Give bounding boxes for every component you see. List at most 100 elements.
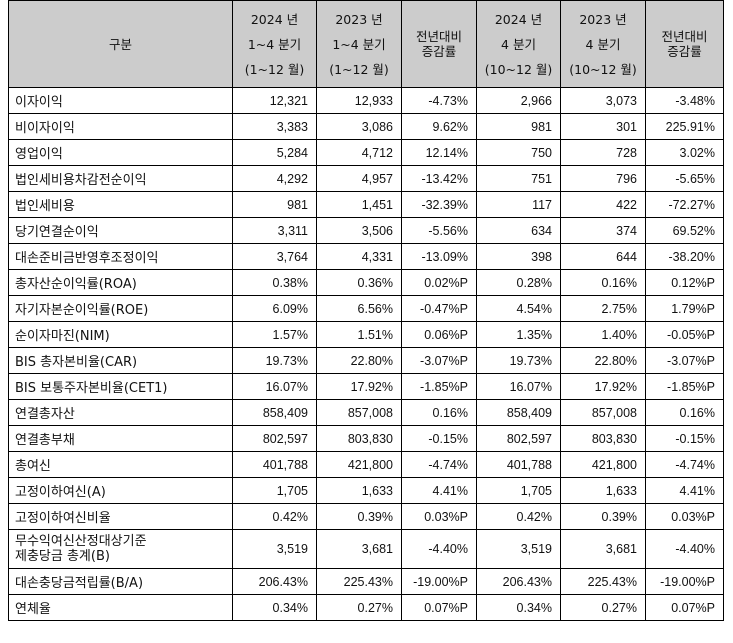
row-value: 0.02%P xyxy=(401,269,477,296)
row-value: 2.75% xyxy=(560,295,646,322)
row-value: 1.51% xyxy=(316,321,402,348)
row-value: 4,331 xyxy=(316,243,402,270)
row-value: 6.09% xyxy=(232,295,317,322)
row-label: 연결총부채 xyxy=(8,425,233,452)
table-row: 순이자마진(NIM) 1.57% 1.51% 0.06%P 1.35% 1.40% -0.0… xyxy=(8,321,724,348)
row-value: 802,597 xyxy=(232,425,317,452)
table-row: 법인세비용차감전순이익 4,292 4,957 -13.42% 751 796 -5.65% xyxy=(8,165,724,192)
row-value: 1,705 xyxy=(476,477,561,504)
row-value: 16.07% xyxy=(232,373,317,400)
table-row: 영업이익 5,284 4,712 12.14% 750 728 3.02% xyxy=(8,139,724,166)
row-value: 858,409 xyxy=(476,399,561,426)
row-label: 자기자본순이익률(ROE) xyxy=(8,295,233,322)
row-label: 순이자마진(NIM) xyxy=(8,321,233,348)
row-value: -38.20% xyxy=(645,243,724,270)
row-label: 영업이익 xyxy=(8,139,233,166)
row-value: -1.85%P xyxy=(645,373,724,400)
table-header: 구분 2024 년 1~4 분기 (1~12 월) 2023 년 1~4 분기 (1~1… xyxy=(8,0,724,88)
header-2023-full-year: 2023 년 1~4 분기 (1~12 월) xyxy=(316,0,402,88)
row-value: -0.47%P xyxy=(401,295,477,322)
row-value: -13.09% xyxy=(401,243,477,270)
row-value: -4.73% xyxy=(401,87,477,114)
row-value: 225.43% xyxy=(316,568,402,595)
row-value: -19.00%P xyxy=(401,568,477,595)
row-value: 3,519 xyxy=(476,529,561,569)
row-label: 대손충당금적립률(B/A) xyxy=(8,568,233,595)
row-value: 0.03%P xyxy=(401,503,477,530)
row-value: 1.35% xyxy=(476,321,561,348)
row-value: 0.06%P xyxy=(401,321,477,348)
row-value: -3.07%P xyxy=(401,347,477,374)
row-value: 12,933 xyxy=(316,87,402,114)
row-value: 3,506 xyxy=(316,217,402,244)
row-label: 무수익여신산정대상기준 제충당금 총계(B) xyxy=(8,529,233,569)
row-value: 3,086 xyxy=(316,113,402,140)
row-value: -72.27% xyxy=(645,191,724,218)
row-value: -5.65% xyxy=(645,165,724,192)
financial-results-table: 구분 2024 년 1~4 분기 (1~12 월) 2023 년 1~4 분기 (1~1… xyxy=(8,0,724,621)
row-value: 981 xyxy=(232,191,317,218)
row-label: 연결총자산 xyxy=(8,399,233,426)
table-row: 법인세비용 981 1,451 -32.39% 117 422 -72.27% xyxy=(8,191,724,218)
row-value: 1.40% xyxy=(560,321,646,348)
row-value: 19.73% xyxy=(476,347,561,374)
header-2024-full-year: 2024 년 1~4 분기 (1~12 월) xyxy=(232,0,317,88)
row-value: -0.15% xyxy=(645,425,724,452)
row-value: 206.43% xyxy=(476,568,561,595)
row-value: 644 xyxy=(560,243,646,270)
row-value: 3,311 xyxy=(232,217,317,244)
row-value: 22.80% xyxy=(560,347,646,374)
table-row: 총자산순이익률(ROA) 0.38% 0.36% 0.02%P 0.28% 0.16% 0.… xyxy=(8,269,724,296)
row-value: 0.28% xyxy=(476,269,561,296)
table-row: 총여신 401,788 421,800 -4.74% 401,788 421,800 -4.… xyxy=(8,451,724,478)
row-value: 2,966 xyxy=(476,87,561,114)
row-value: 0.36% xyxy=(316,269,402,296)
row-value: 634 xyxy=(476,217,561,244)
row-value: 728 xyxy=(560,139,646,166)
row-value: 0.34% xyxy=(232,594,317,621)
row-value: 4.41% xyxy=(645,477,724,504)
row-value: 857,008 xyxy=(560,399,646,426)
row-value: 19.73% xyxy=(232,347,317,374)
row-value: 398 xyxy=(476,243,561,270)
row-value: 981 xyxy=(476,113,561,140)
table-row: 자기자본순이익률(ROE) 6.09% 6.56% -0.47%P 4.54% 2.75%… xyxy=(8,295,724,322)
row-value: 3,764 xyxy=(232,243,317,270)
row-value: 401,788 xyxy=(232,451,317,478)
row-value: 796 xyxy=(560,165,646,192)
row-label: 총자산순이익률(ROA) xyxy=(8,269,233,296)
row-value: 0.42% xyxy=(476,503,561,530)
row-value: 9.62% xyxy=(401,113,477,140)
row-label: 비이자이익 xyxy=(8,113,233,140)
table-row: 연결총부채 802,597 803,830 -0.15% 802,597 803,830-… xyxy=(8,425,724,452)
row-label: 당기연결순이익 xyxy=(8,217,233,244)
row-value: 751 xyxy=(476,165,561,192)
table-row: 대손충당금적립률(B/A) 206.43% 225.43% -19.00%P 206.4… xyxy=(8,568,724,595)
row-value: -0.15% xyxy=(401,425,477,452)
row-value: 4,292 xyxy=(232,165,317,192)
row-value: 803,830 xyxy=(560,425,646,452)
row-label: 연체율 xyxy=(8,594,233,621)
row-value: 0.38% xyxy=(232,269,317,296)
row-value: 4.54% xyxy=(476,295,561,322)
table-row: BIS 총자본비율(CAR) 19.73% 22.80% -3.07%P 19.73% 2… xyxy=(8,347,724,374)
row-value: 3,681 xyxy=(560,529,646,569)
row-value: 802,597 xyxy=(476,425,561,452)
header-yoy-change-q4: 전년대비 증감률 xyxy=(645,0,724,88)
table-row: 비이자이익 3,383 3,086 9.62% 981 301 225.91% xyxy=(8,113,724,140)
row-value: 4,712 xyxy=(316,139,402,166)
row-value: 3,681 xyxy=(316,529,402,569)
row-value: 3,073 xyxy=(560,87,646,114)
row-value: 17.92% xyxy=(560,373,646,400)
row-value: 0.42% xyxy=(232,503,317,530)
row-value: 1,705 xyxy=(232,477,317,504)
row-label: 고정이하여신비율 xyxy=(8,503,233,530)
table-body: 이자이익 12,321 12,933 -4.73% 2,966 3,073 -3.48% 비이… xyxy=(8,87,724,621)
row-value: -0.05%P xyxy=(645,321,724,348)
table-row: BIS 보통주자본비율(CET1) 16.07% 17.92% -1.85%P 16.0… xyxy=(8,373,724,400)
row-value: 17.92% xyxy=(316,373,402,400)
row-value: 803,830 xyxy=(316,425,402,452)
row-value: 0.12%P xyxy=(645,269,724,296)
table-row: 고정이하여신비율 0.42% 0.39% 0.03%P 0.42% 0.39% 0.03%P xyxy=(8,503,724,530)
